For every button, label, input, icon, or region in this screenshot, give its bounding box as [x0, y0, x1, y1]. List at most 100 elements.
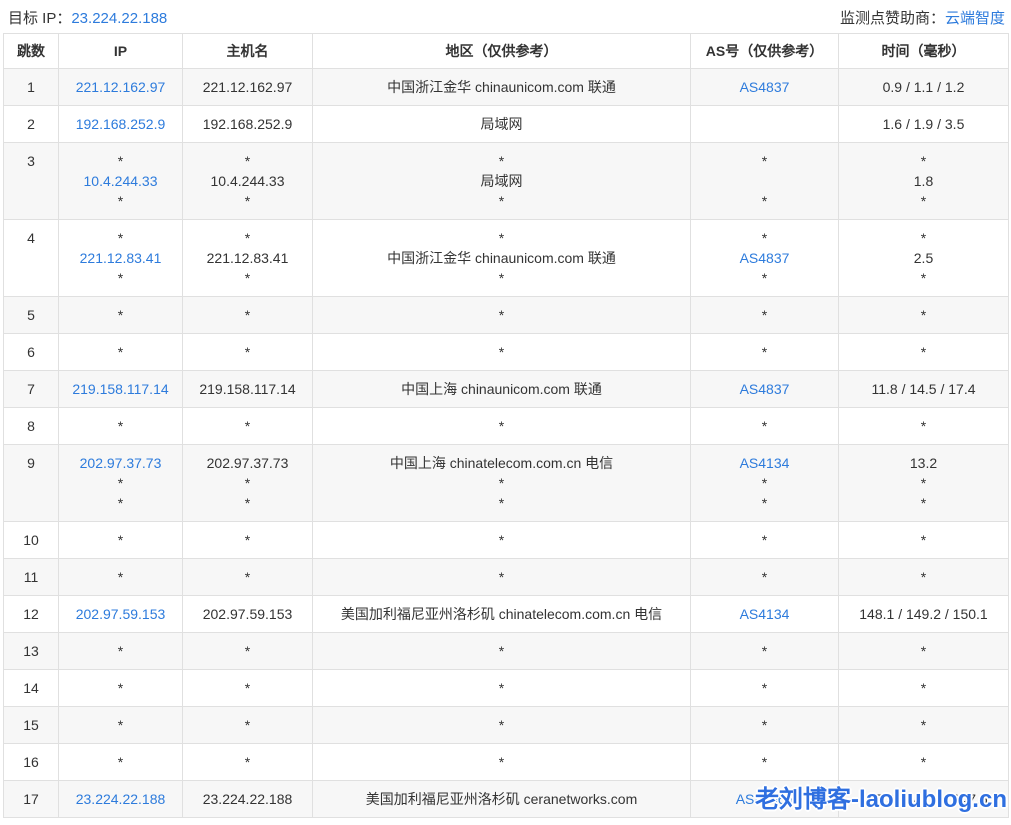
as-link[interactable]: AS40065 [735, 791, 794, 807]
region-line: 美国加利福尼亚州洛杉矶 ceranetworks.com [365, 791, 638, 807]
as-line: AS4837 [695, 77, 834, 97]
table-row: 6 * * * * * [3, 333, 1009, 371]
ip-line: 219.158.117.14 [63, 379, 178, 399]
hop-line: 16 [23, 754, 39, 770]
as-link[interactable]: AS4134 [739, 606, 790, 622]
hop-line: 3 [27, 153, 35, 169]
region-line: 中国上海 chinatelecom.com.cn 电信 [389, 455, 614, 471]
region-cell: 中国上海 chinatelecom.com.cn 电信 * * [312, 444, 691, 522]
as-link[interactable]: AS4837 [739, 250, 790, 266]
time-line: * [920, 569, 927, 585]
time-line: * [920, 344, 927, 360]
time-line: * [920, 532, 927, 548]
region-line: * [498, 418, 505, 434]
time-line: 11.8 / 14.5 / 17.4 [871, 381, 976, 397]
host-line: * [244, 475, 251, 491]
ip-line: 221.12.162.97 [63, 77, 178, 97]
ip-link[interactable]: 10.4.244.33 [83, 173, 158, 189]
ip-link[interactable]: 23.224.22.188 [75, 791, 166, 807]
region-cell: * [312, 333, 691, 371]
as-line: * [761, 193, 768, 209]
time-line: * [920, 153, 927, 169]
as-line: * [761, 680, 768, 696]
region-cell: 美国加利福尼亚州洛杉矶 ceranetworks.com [312, 780, 691, 818]
ip-cell: * 221.12.83.41 * [58, 219, 183, 297]
time-cell: * [838, 706, 1009, 744]
host-line: * [244, 418, 251, 434]
time-line: * [920, 680, 927, 696]
as-cell: * [690, 669, 839, 707]
table-row: 2 192.168.252.9 192.168.252.9 局域网 1.6 / 1.9… [3, 105, 1009, 143]
ip-link[interactable]: 221.12.162.97 [75, 79, 166, 95]
region-line: * [498, 307, 505, 323]
hop-cell: 11 [3, 558, 59, 596]
sponsor-link[interactable]: 云端智度 [944, 10, 1005, 27]
table-row: 4 * 221.12.83.41 * * 221.12.83.41 * * 中国浙江金华 chi… [3, 219, 1009, 297]
host-line: * [244, 569, 251, 585]
table-row: 1 221.12.162.97 221.12.162.97 中国浙江金华 chinau… [3, 68, 1009, 106]
ip-line: 202.97.37.73 [63, 453, 178, 473]
host-cell: * [182, 743, 313, 781]
target-ip-link[interactable]: 23.224.22.188 [71, 10, 168, 27]
time-cell: * [838, 632, 1009, 670]
region-cell: * [312, 296, 691, 334]
region-line: * [498, 717, 505, 733]
region-line: 中国上海 chinaunicom.com 联通 [401, 381, 602, 397]
table-row: 14 * * * * * [3, 669, 1009, 707]
as-line: * [761, 270, 768, 286]
host-cell: * [182, 558, 313, 596]
ip-link[interactable]: 192.168.252.9 [75, 116, 166, 132]
ip-line: * [117, 193, 124, 209]
hop-cell: 10 [3, 521, 59, 559]
time-cell: * [838, 521, 1009, 559]
ip-line: 23.224.22.188 [63, 789, 178, 809]
hop-cell: 16 [3, 743, 59, 781]
region-line: * [498, 270, 505, 286]
as-link[interactable]: AS4837 [739, 381, 790, 397]
hop-line: 1 [27, 79, 35, 95]
ip-line: * [117, 418, 124, 434]
ip-link[interactable]: 221.12.83.41 [79, 250, 162, 266]
region-cell: * [312, 706, 691, 744]
host-cell: * [182, 407, 313, 445]
topbar: 目标 IP：23.224.22.188 监测点赞助商：云端智度 [0, 0, 1011, 32]
header-time: 时间（毫秒） [838, 33, 1009, 69]
time-line: * [920, 754, 927, 770]
as-cell: * * [690, 142, 839, 220]
host-cell: * 10.4.244.33 * [182, 142, 313, 220]
ip-line: * [117, 230, 124, 246]
as-link[interactable]: AS4134 [739, 455, 790, 471]
table-body: 1 221.12.162.97 221.12.162.97 中国浙江金华 chinau… [3, 68, 1009, 818]
time-line: * [920, 418, 927, 434]
time-line: 13.2 [909, 455, 938, 471]
host-cell: 202.97.59.153 [182, 595, 313, 633]
time-line: * [920, 475, 927, 491]
ip-cell: 202.97.59.153 [58, 595, 183, 633]
ip-link[interactable]: 219.158.117.14 [72, 381, 169, 397]
as-link[interactable]: AS4837 [739, 79, 790, 95]
host-line: * [244, 717, 251, 733]
time-line: * [920, 643, 927, 659]
host-line: 219.158.117.14 [199, 381, 296, 397]
hop-line: 12 [23, 606, 39, 622]
region-cell: * [312, 743, 691, 781]
time-line: 1.8 [913, 173, 934, 189]
ip-link[interactable]: 202.97.37.73 [79, 455, 162, 471]
as-cell: * [690, 632, 839, 670]
region-line: * [498, 475, 505, 491]
time-cell: 11.8 / 14.5 / 17.4 [838, 370, 1009, 408]
region-line: * [498, 193, 505, 209]
ip-cell: * [58, 669, 183, 707]
as-cell: AS4837 [690, 68, 839, 106]
time-line: * [920, 270, 927, 286]
ip-line: * [117, 153, 124, 169]
hop-line: 10 [23, 532, 39, 548]
host-line: 202.97.59.153 [202, 606, 293, 622]
sponsor-block: 监测点赞助商：云端智度 [840, 7, 1005, 28]
ip-link[interactable]: 202.97.59.153 [75, 606, 166, 622]
region-cell: * [312, 669, 691, 707]
table-row: 13 * * * * * [3, 632, 1009, 670]
hop-line: 6 [27, 344, 35, 360]
ip-line: 202.97.59.153 [63, 604, 178, 624]
table-row: 17 23.224.22.188 23.224.22.188 美国加利福尼亚州洛杉矶 … [3, 780, 1009, 818]
